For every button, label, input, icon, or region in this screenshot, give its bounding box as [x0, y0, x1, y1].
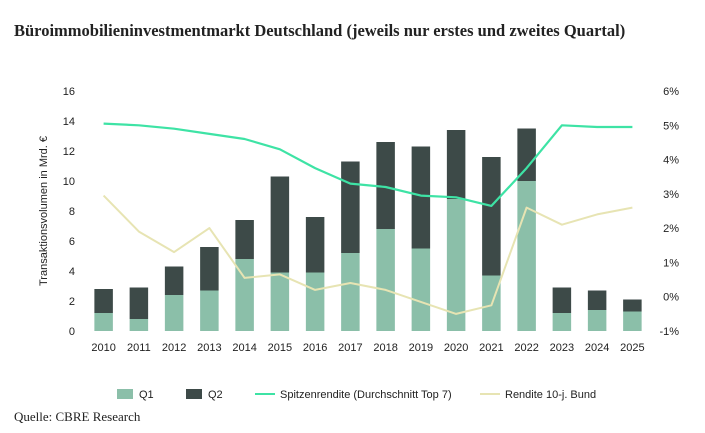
y-tick-label: 6 [69, 236, 75, 248]
y2-tick-label: 2% [663, 223, 679, 235]
bar-q2-2022 [517, 128, 536, 181]
x-tick-label: 2019 [409, 342, 433, 354]
x-tick-label: 2013 [197, 342, 221, 354]
x-tick-label: 2021 [479, 342, 503, 354]
legend-label: Q1 [139, 389, 154, 401]
bar-q2-2023 [552, 287, 572, 313]
y2-tick-label: 3% [663, 189, 679, 201]
bar-q1-2025 [623, 311, 642, 331]
legend-swatch [117, 389, 133, 399]
bar-q1-2024 [587, 310, 607, 331]
bar-q1-2011 [129, 319, 149, 331]
y2-tick-label: 5% [663, 120, 679, 132]
bar-q2-2013 [200, 247, 219, 291]
y-tick-label: 16 [63, 86, 75, 98]
x-tick-label: 2015 [268, 342, 292, 354]
x-tick-label: 2011 [127, 342, 151, 354]
bar-q2-2011 [129, 287, 149, 319]
x-tick-label: 2012 [162, 342, 186, 354]
source-note: Quelle: CBRE Research [14, 409, 141, 424]
bar-q1-2016 [305, 272, 325, 331]
legend-swatch [186, 389, 202, 399]
bar-q1-2018 [376, 229, 395, 331]
x-tick-label: 2018 [373, 342, 397, 354]
y2-tick-label: 0% [663, 292, 679, 304]
bar-q2-2016 [305, 217, 325, 273]
bar-q2-2015 [270, 176, 290, 273]
bar-q2-2017 [341, 161, 360, 253]
bar-q2-2018 [376, 142, 395, 229]
legend-item-spitzenrendite: Spitzenrendite (Durchschnitt Top 7) [255, 389, 452, 401]
bar-q2-2019 [411, 146, 431, 249]
bar-q2-2021 [482, 157, 501, 276]
y-tick-label: 8 [69, 206, 75, 218]
bar-q1-2022 [517, 181, 536, 331]
x-tick-label: 2020 [444, 342, 468, 354]
chart-title: Büroimmobilieninvestmentmarkt Deutschlan… [14, 21, 626, 40]
y-tick-label: 10 [63, 176, 75, 188]
y-axis-title: Transaktionsvolumen in Mrd. € [38, 136, 50, 286]
bar-q1-2017 [341, 253, 360, 331]
x-tick-label: 2014 [232, 342, 256, 354]
legend-item-q1: Q1 [117, 389, 154, 401]
bar-q2-2014 [235, 220, 254, 259]
bar-q1-2010 [94, 313, 113, 331]
line-bund-rendite [102, 194, 633, 315]
x-tick-label: 2024 [585, 342, 609, 354]
bar-q1-2015 [270, 272, 290, 331]
legend-item-bund: Rendite 10-j. Bund [480, 389, 596, 401]
y-tick-label: 14 [63, 116, 75, 128]
y2-tick-label: 1% [663, 257, 679, 269]
y-tick-label: 4 [69, 266, 75, 278]
y-tick-label: 0 [69, 326, 75, 338]
bar-q1-2020 [446, 199, 466, 331]
bar-q2-2024 [587, 290, 607, 310]
y-tick-label: 12 [63, 146, 75, 158]
legend-label: Q2 [208, 389, 223, 401]
bar-q1-2012 [164, 295, 184, 331]
x-tick-label: 2025 [620, 342, 644, 354]
legend-label: Spitzenrendite (Durchschnitt Top 7) [280, 389, 452, 401]
legend-item-q2: Q2 [186, 389, 223, 401]
bar-q2-2020 [446, 130, 466, 199]
y-tick-label: 2 [69, 296, 75, 308]
y2-tick-label: 4% [663, 155, 679, 167]
x-tick-label: 2016 [303, 342, 327, 354]
x-tick-label: 2017 [338, 342, 362, 354]
y2-tick-label: -1% [659, 326, 679, 338]
legend-label: Rendite 10-j. Bund [505, 389, 596, 401]
x-tick-label: 2023 [550, 342, 574, 354]
bar-q1-2019 [411, 248, 431, 331]
x-tick-label: 2022 [514, 342, 538, 354]
bar-q1-2023 [552, 313, 572, 331]
bar-q2-2012 [164, 266, 184, 295]
bar-q2-2025 [623, 299, 642, 312]
x-tick-label: 2010 [91, 342, 115, 354]
bar-q1-2013 [200, 290, 219, 331]
bar-q2-2010 [94, 289, 113, 313]
line-spitzenrendite [103, 122, 633, 207]
y2-tick-label: 6% [663, 86, 679, 98]
